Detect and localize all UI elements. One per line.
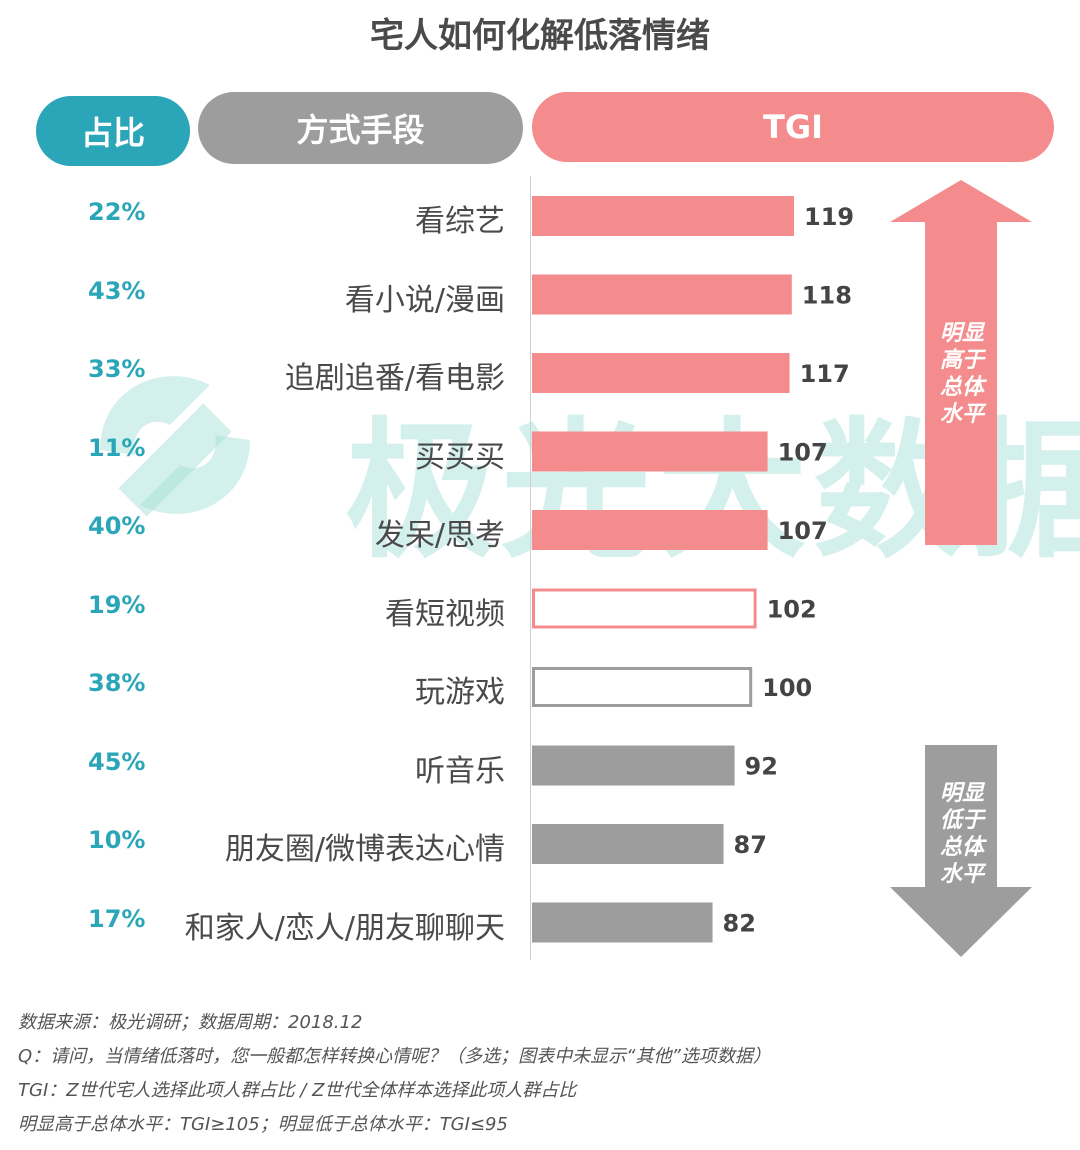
tgi-bar [532,667,753,707]
tgi-value-label: 107 [778,439,828,467]
share-value: 10% [88,826,146,854]
tgi-value-label: 82 [723,910,756,938]
share-value: 38% [88,669,146,697]
chart-title: 宅人如何化解低落情绪 [370,16,710,56]
arrow-down-label: 低于 [940,808,987,833]
footnote-line: 明显高于总体水平：TGI≥105；明显低于总体水平：TGI≤95 [18,1114,508,1135]
category-label: 听音乐 [415,753,505,789]
tgi-value-label: 87 [734,831,767,859]
tgi-value-label: 102 [767,596,817,624]
tgi-bar [532,353,790,393]
category-label: 看综艺 [415,204,505,239]
tgi-value-label: 117 [800,360,850,388]
tgi-value-label: 118 [802,282,852,310]
arrow-down-label: 总体 [940,835,988,860]
category-label: 看小说/漫画 [344,282,505,318]
arrow-up-label: 总体 [940,375,988,400]
arrow-down-label: 水平 [940,862,987,887]
tgi-bar [532,588,757,629]
axis-divider [530,176,531,960]
footnote-line: 数据来源：极光调研；数据周期：2018.12 [18,1012,363,1033]
arrow-up-label: 高于 [940,347,987,373]
tgi-value-label: 107 [778,517,828,545]
tgi-value-label: 100 [762,674,812,702]
share-value: 19% [88,590,146,619]
arrow-down-icon [890,745,1032,957]
footnote-line: Q：请问，当情绪低落时，您一般都怎样转换心情呢？（多选；图表中未显示“其他”选项… [18,1046,771,1067]
tgi-bar [532,431,768,472]
share-value: 40% [88,512,146,540]
tgi-chart: 119118117107107102100928782明显高于总体水平明显低于总… [532,180,1032,957]
category-label: 看短视频 [385,596,505,632]
share-value: 43% [88,276,146,305]
watermark-logo [100,376,250,517]
arrow-down-label: 明显 [940,781,986,806]
tgi-header: TGI [532,92,1054,162]
share-value: 22% [88,198,146,226]
arrow-up-label: 明显 [940,321,986,346]
tgi-bar [532,902,713,943]
category-label: 和家人/恋人/朋友聊聊天 [184,910,505,946]
share-value: 33% [88,355,146,383]
tgi-bar [532,510,768,550]
share-value: 17% [88,904,146,933]
category-label: 玩游戏 [415,675,505,710]
footnote-line: TGI：Z世代宅人选择此项人群占比 / Z世代全体样本选择此项人群占比 [18,1080,577,1101]
category-label: 买买买 [415,439,505,475]
arrow-up-icon [890,180,1032,545]
tgi-bar [532,274,792,315]
category-label: 朋友圈/微博表达心情 [224,832,505,867]
tgi-bar [532,824,724,864]
category-label: 追剧追番/看电影 [284,361,505,396]
tgi-bar [532,196,794,236]
tgi-bar [532,745,735,786]
tgi-value-label: 119 [804,203,854,231]
arrow-up-label: 水平 [940,402,987,427]
method-header: 方式手段 [198,92,523,164]
tgi-value-label: 92 [745,753,778,781]
share-header: 占比 [36,96,190,166]
category-label: 发呆/思考 [374,518,505,553]
share-value: 45% [88,747,146,776]
share-value: 11% [88,433,146,462]
